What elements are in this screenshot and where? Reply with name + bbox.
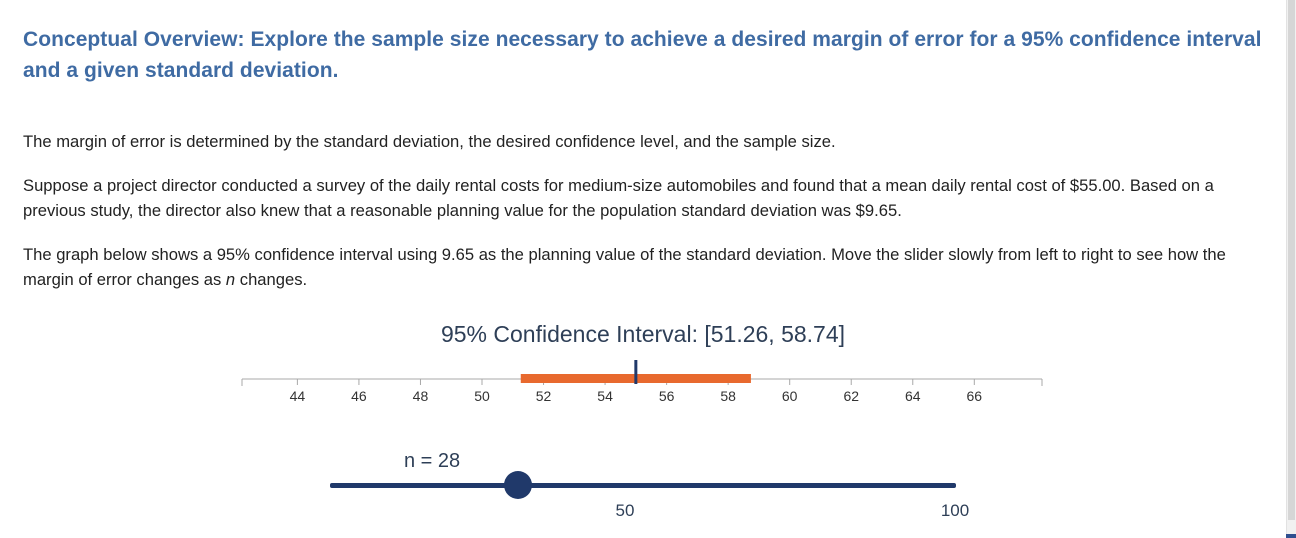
slider-handle[interactable] (504, 471, 533, 499)
variable-n: n (225, 270, 236, 289)
slider-tick-label-50: 50 (615, 501, 635, 520)
overview-title: Conceptual Overview: Explore the sample … (23, 28, 1262, 82)
paragraph-survey: Suppose a project director conducted a s… (23, 176, 1214, 220)
scrollbar-thumb[interactable] (1288, 0, 1295, 520)
axis-ticks: 44 46 48 50 52 54 56 58 60 62 64 66 (290, 379, 983, 404)
interval-graph: 44 46 48 50 52 54 56 58 60 62 64 66 (241, 360, 1043, 404)
axis-tick-label: 60 (782, 388, 798, 404)
overview-content: Conceptual Overview: Explore the sample … (23, 24, 1263, 292)
sample-size-slider[interactable]: 50 100 (330, 470, 969, 530)
axis-tick-label: 62 (843, 388, 859, 404)
axis-tick-label: 58 (720, 388, 736, 404)
confidence-interval-title: 95% Confidence Interval: [51.26, 58.74] (440, 321, 846, 347)
paragraph-instructions: The graph below shows a 95% confidence i… (23, 242, 1263, 292)
axis-tick-label: 44 (290, 388, 306, 404)
axis-tick-label: 64 (905, 388, 921, 404)
instructions-text-end: changes. (235, 270, 308, 289)
axis-tick-label: 56 (659, 388, 675, 404)
axis-tick-label: 48 (413, 388, 429, 404)
instructions-text: The graph below shows a 95% confidence i… (23, 245, 1226, 289)
axis-tick-label: 46 (351, 388, 367, 404)
page-scrollbar[interactable] (1286, 0, 1296, 538)
scroll-corner-indicator (1286, 534, 1296, 538)
slider-track[interactable] (330, 483, 956, 488)
sample-size-label: n = 28 (404, 450, 461, 472)
axis-tick-label: 52 (536, 388, 552, 404)
axis-tick-label: 66 (967, 388, 983, 404)
slider-tick-label-100: 100 (940, 501, 970, 520)
paragraph-margin-of-error: The margin of error is determined by the… (23, 132, 836, 151)
axis-tick-label: 54 (597, 388, 613, 404)
axis-tick-label: 50 (474, 388, 490, 404)
